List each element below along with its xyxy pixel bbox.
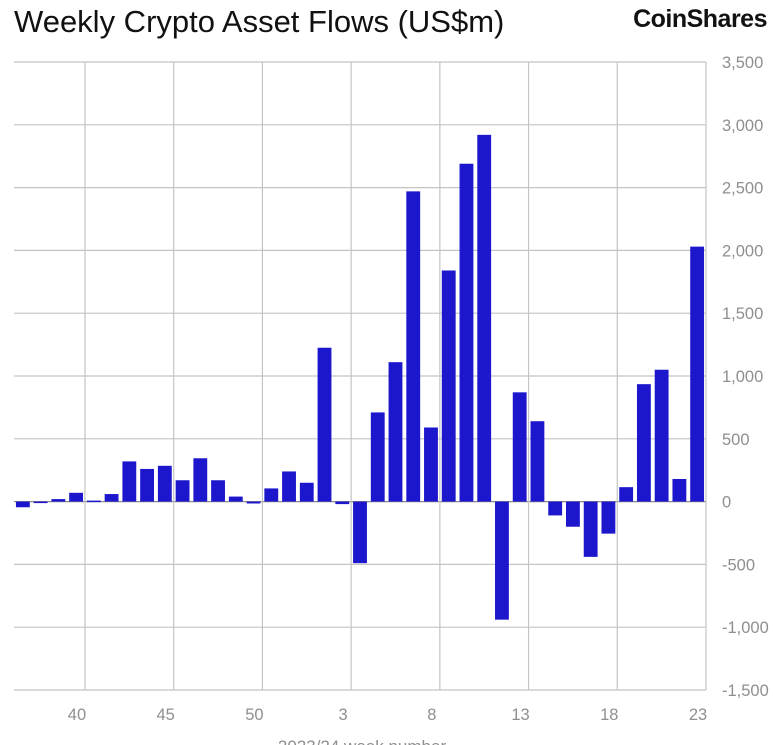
x-tick-layer: 40 45 50 3 8 13 18 23 (68, 706, 707, 724)
x-tick-label: 13 (511, 706, 529, 724)
bar-layer (15, 134, 705, 620)
bar-week-47 (193, 458, 208, 502)
x-tick-label: 3 (339, 706, 348, 724)
bar-week-44 (140, 468, 154, 502)
y-tick-label: -1,500 (722, 682, 769, 700)
bar-week-48 (211, 480, 225, 502)
bar-week-14 (530, 421, 545, 502)
bar-week-12 (495, 501, 509, 620)
x-tick-label: 8 (427, 706, 436, 724)
coinshares-logo: CoinShares (633, 5, 767, 33)
chart-title: Weekly Crypto Asset Flows (US$m) (14, 4, 505, 39)
bar-week-43 (122, 461, 137, 502)
bar-week-50 (246, 501, 261, 504)
bar-week-2 (317, 347, 332, 502)
bar-week-18 (601, 501, 616, 534)
bar-week-38 (33, 501, 48, 504)
y-tick-label: 500 (722, 431, 750, 449)
x-tick-label: 45 (157, 706, 175, 724)
bar-week-19 (619, 487, 634, 502)
y-tick-label: -500 (722, 556, 755, 574)
bar-week-20 (636, 384, 651, 502)
bar-week-1 (299, 482, 314, 502)
bar-week-41 (86, 500, 101, 503)
bar-week-16 (566, 501, 580, 527)
bar-week-11 (477, 134, 492, 502)
bar-week-6 (388, 362, 403, 502)
x-tick-label: 40 (68, 706, 86, 724)
x-axis-label: 2023/24 week number (278, 737, 447, 745)
bar-week-13 (512, 392, 527, 502)
bar-week-9 (441, 270, 456, 502)
y-tick-label: 0 (722, 494, 731, 512)
grid-layer (14, 61, 707, 691)
y-tick-label: 1,500 (722, 305, 763, 323)
y-tick-label: 3,000 (722, 117, 763, 135)
bar-week-52 (282, 471, 296, 502)
bar-week-3 (335, 501, 350, 505)
bar-week-7 (406, 191, 421, 502)
y-tick-label: -1,000 (722, 619, 769, 637)
y-tick-label: 1,000 (722, 368, 763, 386)
y-tick-label: 2,000 (722, 242, 763, 260)
bar-week-15 (548, 501, 563, 516)
bar-week-42 (104, 494, 119, 502)
bar-week-39 (51, 499, 66, 502)
x-tick-label: 23 (689, 706, 707, 724)
x-tick-label: 18 (600, 706, 618, 724)
bar-week-46 (175, 480, 190, 502)
bar-week-5 (370, 412, 385, 502)
bar-week-51 (264, 488, 279, 502)
bar-week-17 (583, 501, 598, 557)
y-tick-label: 2,500 (722, 180, 763, 198)
x-tick-label: 50 (245, 706, 263, 724)
bar-week-49 (228, 496, 243, 502)
bar-week-10 (459, 163, 474, 502)
y-tick-label: 3,500 (722, 54, 763, 72)
bar-week-37 (15, 501, 30, 508)
bar-week-21 (654, 369, 669, 502)
y-tick-layer: 3,500 3,000 2,500 2,000 1,500 1,000 500 0 -500 -1… (722, 54, 769, 700)
bar-week-40 (69, 492, 84, 502)
bar-week-4 (353, 501, 367, 564)
bar-week-23 (690, 246, 705, 502)
bar-week-22 (672, 478, 687, 502)
bar-week-8 (424, 427, 438, 502)
bar-week-45 (157, 465, 172, 502)
